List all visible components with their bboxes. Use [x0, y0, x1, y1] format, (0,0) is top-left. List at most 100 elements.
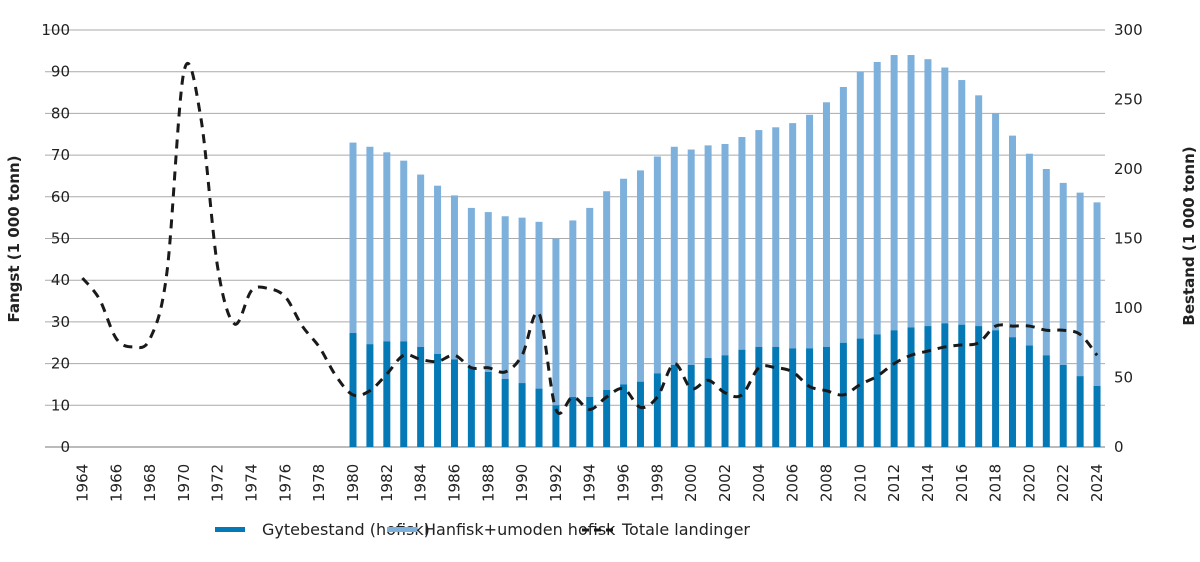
x-tick-label: 1964 [73, 464, 91, 502]
bar-gytebestand [755, 346, 763, 447]
bar-gytebestand [1008, 337, 1016, 447]
left-tick-label: 0 [60, 438, 70, 456]
x-tick-label: 2000 [682, 464, 700, 502]
bar-gytebestand [958, 324, 966, 447]
landings-line [81, 61, 1099, 415]
x-axis-ticks: 1964 1966 1968 1970 1972 1974 1976 1978 1980 1982… [73, 464, 1106, 502]
bars [349, 55, 1101, 447]
bar-gytebestand [586, 396, 594, 447]
x-tick-label: 1972 [209, 464, 227, 502]
bar-gytebestand [873, 334, 881, 447]
bar-hanfisk [873, 61, 881, 335]
x-tick-label: 1968 [141, 464, 159, 502]
right-tick-label: 100 [1114, 299, 1143, 317]
bar-hanfisk [670, 146, 678, 365]
x-tick-label: 2018 [987, 464, 1005, 502]
x-tick-label: 1984 [412, 464, 430, 502]
bar-hanfisk [1076, 192, 1084, 377]
bar-gytebestand [1059, 364, 1067, 447]
bar-hanfisk [856, 71, 864, 339]
x-tick-label: 2012 [885, 464, 903, 502]
legend-label-gytebestand: Gytebestand (hofisk) [262, 520, 430, 539]
bar-gytebestand [366, 344, 374, 447]
bar-hanfisk [924, 59, 932, 327]
bar-gytebestand [467, 367, 475, 447]
bar-gytebestand [383, 341, 391, 447]
legend-label-landinger: Totale landinger [621, 520, 750, 539]
x-tick-label: 2022 [1054, 464, 1072, 502]
bar-hanfisk [349, 142, 357, 334]
x-tick-label: 1978 [310, 464, 328, 502]
bar-gytebestand [789, 348, 797, 447]
right-tick-label: 200 [1114, 160, 1143, 178]
bar-hanfisk [890, 55, 898, 331]
bar-gytebestand [704, 358, 712, 447]
bar-hanfisk [941, 67, 949, 324]
bar-hanfisk [434, 185, 442, 354]
x-tick-label: 2020 [1020, 464, 1038, 502]
bar-hanfisk [1042, 169, 1050, 356]
bar-hanfisk [1008, 135, 1016, 338]
bar-hanfisk [383, 152, 391, 342]
right-tick-label: 300 [1114, 21, 1143, 39]
bar-gytebestand [975, 326, 983, 447]
bar-gytebestand [772, 346, 780, 447]
left-tick-label: 70 [51, 146, 70, 164]
bar-gytebestand [450, 359, 458, 447]
x-tick-label: 2004 [750, 464, 768, 502]
left-tick-label: 20 [51, 355, 70, 373]
bar-gytebestand [941, 323, 949, 447]
bar-hanfisk [484, 212, 492, 372]
right-tick-label: 150 [1114, 230, 1143, 248]
bar-hanfisk [755, 130, 763, 347]
bar-gytebestand [1042, 355, 1050, 447]
bar-hanfisk [772, 127, 780, 347]
line-totale-landinger [81, 61, 1099, 415]
bar-gytebestand [738, 349, 746, 447]
bar-hanfisk [992, 113, 1000, 331]
x-tick-label: 2016 [953, 464, 971, 502]
bar-gytebestand [501, 378, 509, 447]
right-axis-label: Bestand (1 000 tonn) [1180, 146, 1198, 325]
bar-hanfisk [450, 195, 458, 360]
bar-gytebestand [806, 348, 814, 447]
bar-hanfisk [1093, 202, 1101, 386]
x-tick-label: 2002 [716, 464, 734, 502]
x-tick-label: 1992 [547, 464, 565, 502]
right-tick-label: 250 [1114, 91, 1143, 109]
x-tick-label: 2006 [784, 464, 802, 502]
x-tick-label: 1996 [615, 464, 633, 502]
bar-hanfisk [620, 178, 628, 385]
bar-hanfisk [907, 55, 915, 328]
x-tick-label: 1970 [175, 464, 193, 502]
bar-hanfisk [603, 191, 611, 391]
x-tick-label: 1986 [445, 464, 463, 502]
legend-swatch-gytebestand [215, 527, 245, 532]
bar-gytebestand [1025, 345, 1033, 447]
bar-gytebestand [653, 373, 661, 447]
bar-hanfisk [467, 207, 475, 368]
bar-hanfisk [822, 102, 830, 347]
bar-gytebestand [434, 353, 442, 447]
bar-gytebestand [636, 381, 644, 447]
bar-hanfisk [653, 156, 661, 374]
x-tick-label: 1982 [378, 464, 396, 502]
bar-hanfisk [417, 174, 425, 347]
bar-gytebestand [535, 388, 543, 447]
x-tick-label: 2010 [851, 464, 869, 502]
bar-gytebestand [670, 364, 678, 447]
bar-gytebestand [822, 346, 830, 447]
x-tick-label: 1998 [648, 464, 666, 502]
bar-hanfisk [839, 86, 847, 343]
left-tick-label: 50 [51, 230, 70, 248]
bar-hanfisk [806, 114, 814, 349]
left-axis-label: Fangst (1 000 tonn) [5, 156, 23, 323]
left-tick-label: 10 [51, 396, 70, 414]
x-tick-label: 1974 [243, 464, 261, 502]
bar-hanfisk [636, 170, 644, 382]
bar-hanfisk [518, 217, 526, 384]
x-tick-label: 2014 [919, 464, 937, 502]
left-tick-label: 90 [51, 63, 70, 81]
x-tick-label: 1966 [107, 464, 125, 502]
